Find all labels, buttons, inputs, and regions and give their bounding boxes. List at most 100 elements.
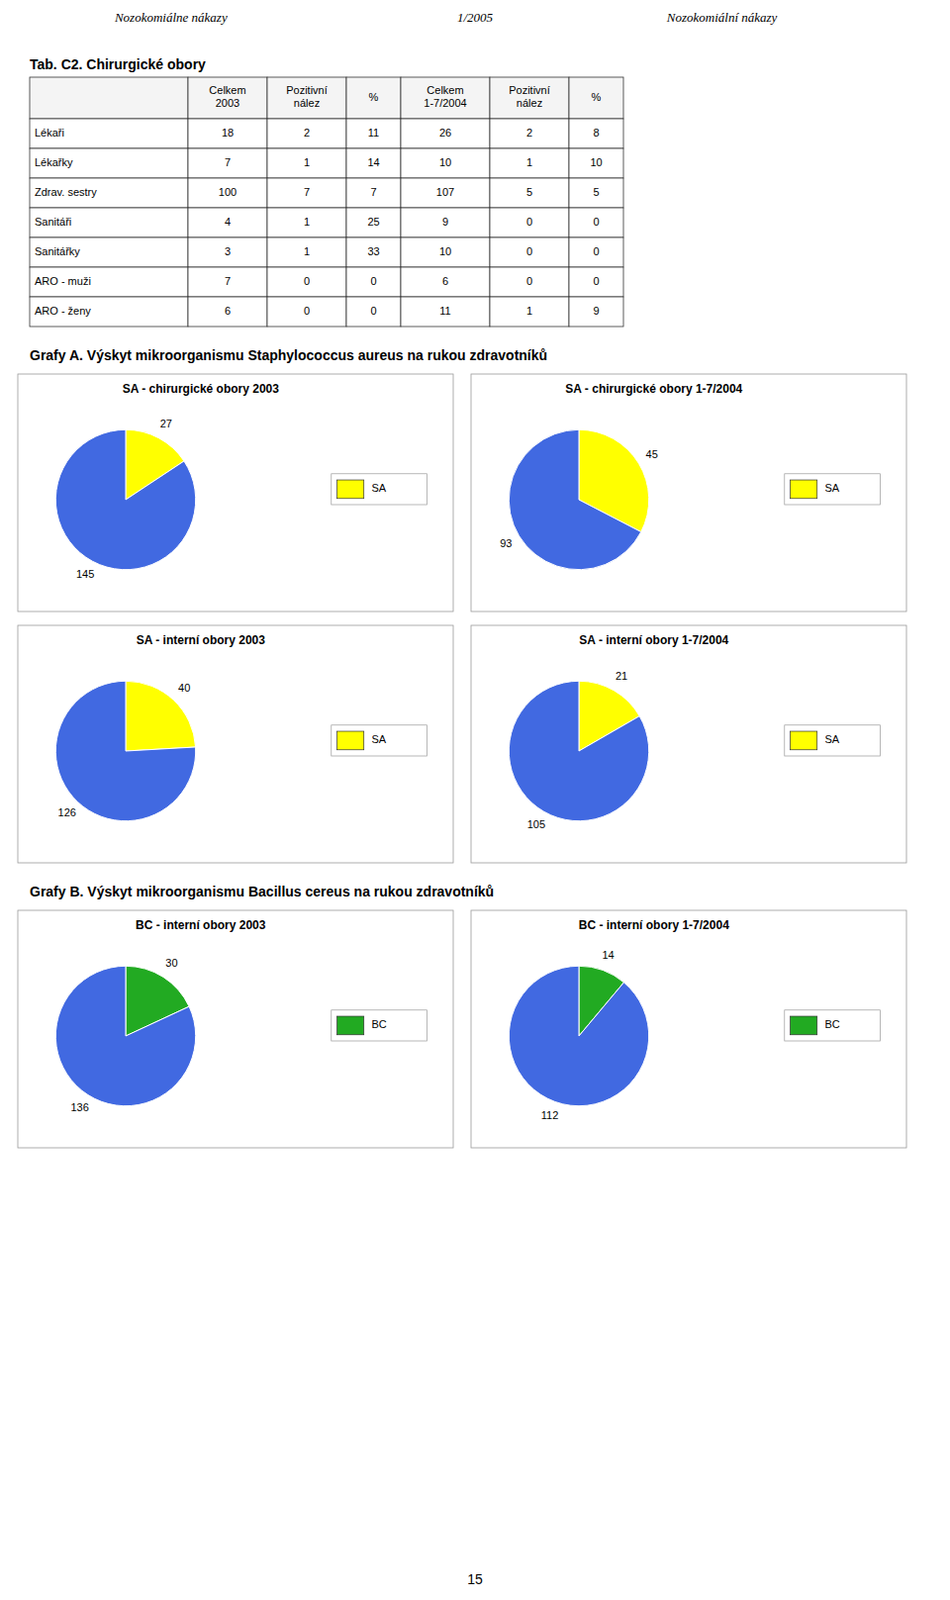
table-cell-text: 26	[439, 126, 452, 139]
pie-panel: BC - interní obory 200330136BC	[17, 910, 454, 1148]
pie	[55, 680, 195, 821]
page-header: Nozokomiálne nákazy	[113, 9, 228, 25]
section-title: Grafy B. Výskyt mikroorganismu Bacillus …	[29, 883, 494, 900]
legend-label: BC	[824, 1018, 840, 1031]
legend-swatch	[790, 479, 818, 499]
legend: SA	[784, 725, 881, 757]
pie-panel: BC - interní obory 1-7/200414112BC	[471, 910, 907, 1148]
data-label: 27	[160, 417, 173, 430]
pie	[508, 680, 649, 821]
table-cell-text: 5	[592, 186, 599, 198]
table-cell-text: Sanitářky	[34, 245, 81, 258]
chart-title: SA - chirurgické obory 2003	[122, 381, 281, 396]
table-cell	[400, 178, 490, 208]
pie	[55, 429, 195, 570]
legend-frame	[784, 474, 881, 505]
table-cell-text: 10	[439, 245, 452, 258]
table-cell	[569, 267, 624, 297]
legend-label: SA	[371, 733, 386, 746]
table-cell-text: 0	[370, 304, 377, 317]
table-cell	[188, 267, 268, 297]
table-cell-text: 0	[303, 304, 310, 317]
table-header-cell	[400, 77, 490, 119]
table-cell	[188, 118, 268, 149]
table-cell	[400, 296, 490, 327]
table-cell	[267, 118, 347, 149]
table-header-text: Celkem1-7/2004	[423, 84, 467, 109]
panel-frame	[471, 374, 907, 612]
legend-swatch	[337, 731, 365, 751]
pie	[508, 429, 649, 570]
table-cell	[346, 148, 401, 179]
page-header: 1/2005	[457, 9, 494, 25]
table-header-cell	[267, 77, 347, 119]
table-cell-text: 1	[303, 156, 310, 169]
table-cell	[29, 296, 189, 327]
table-cell-text: 25	[367, 215, 380, 228]
legend: SA	[331, 474, 428, 505]
table-cell-text: 7	[224, 275, 231, 287]
data-label: 145	[76, 568, 95, 580]
pie-slice	[508, 965, 649, 1106]
table-header-text: Pozitivnínález	[285, 84, 328, 109]
table-cell	[400, 207, 490, 238]
table-cell-text: 6	[442, 275, 449, 287]
page-header: Nozokomiální nákazy	[665, 9, 778, 25]
table-cell-text: Lékaři	[34, 126, 65, 139]
table-cell	[267, 296, 347, 327]
table-cell	[400, 148, 490, 179]
table-cell-text: 0	[526, 245, 533, 258]
table-cell-text: 14	[367, 156, 380, 169]
table-title: Tab. C2. Chirurgické obory	[29, 56, 206, 73]
table-cell	[267, 178, 347, 208]
legend: BC	[331, 1010, 428, 1042]
data-label: 30	[165, 956, 178, 969]
table-cell	[346, 296, 401, 327]
section-title: Grafy A. Výskyt mikroorganismu Staphyloc…	[29, 347, 548, 364]
chart-title: BC - interní obory 1-7/2004	[578, 918, 730, 933]
table-cell	[29, 118, 189, 149]
table-header-text: %	[591, 91, 602, 103]
table-cell-text: 7	[303, 186, 310, 198]
table-header-cell	[569, 77, 624, 119]
table-cell	[29, 178, 189, 208]
table-cell	[267, 267, 347, 297]
pie-slice	[125, 680, 196, 752]
legend-frame	[331, 725, 428, 757]
table-cell	[188, 237, 268, 268]
pie-panel: SA - chirurgické obory 2003 27 145 SA	[17, 374, 454, 612]
table-cell	[489, 148, 570, 179]
table-cell	[346, 267, 401, 297]
data-label: 112	[541, 1109, 560, 1122]
table-cell	[400, 237, 490, 268]
legend-swatch	[337, 1016, 365, 1036]
table-cell	[569, 207, 624, 238]
chart-title: SA - chirurgické obory 1-7/2004	[565, 381, 743, 396]
table-cell	[267, 237, 347, 268]
table-cell-text: ARO - ženy	[34, 304, 92, 317]
table-cell	[400, 267, 490, 297]
table-cell	[29, 207, 189, 238]
table-cell	[569, 148, 624, 179]
data-label: 126	[58, 806, 77, 819]
table-cell	[346, 118, 401, 149]
pie-slice	[55, 965, 195, 1106]
pie	[55, 965, 195, 1106]
table-cell	[267, 207, 347, 238]
table-header-cell	[188, 77, 268, 119]
table-cell-text: 18	[221, 126, 234, 139]
table-cell-text: 0	[592, 275, 599, 287]
data-label: 105	[527, 818, 546, 831]
table-header-cell	[489, 77, 570, 119]
legend-label: BC	[371, 1018, 386, 1031]
data-label: 40	[178, 681, 190, 694]
table-cell	[569, 296, 624, 327]
panel-frame	[17, 625, 454, 863]
table-cell	[188, 148, 268, 179]
pie-panel: SA - interní obory 1-7/200421105SA	[471, 625, 907, 863]
table-cell	[400, 118, 490, 149]
panel-frame	[17, 374, 454, 612]
table-cell-text: 11	[368, 126, 380, 139]
data-label: 93	[499, 537, 512, 550]
table-cell-text: Lékařky	[34, 156, 74, 169]
